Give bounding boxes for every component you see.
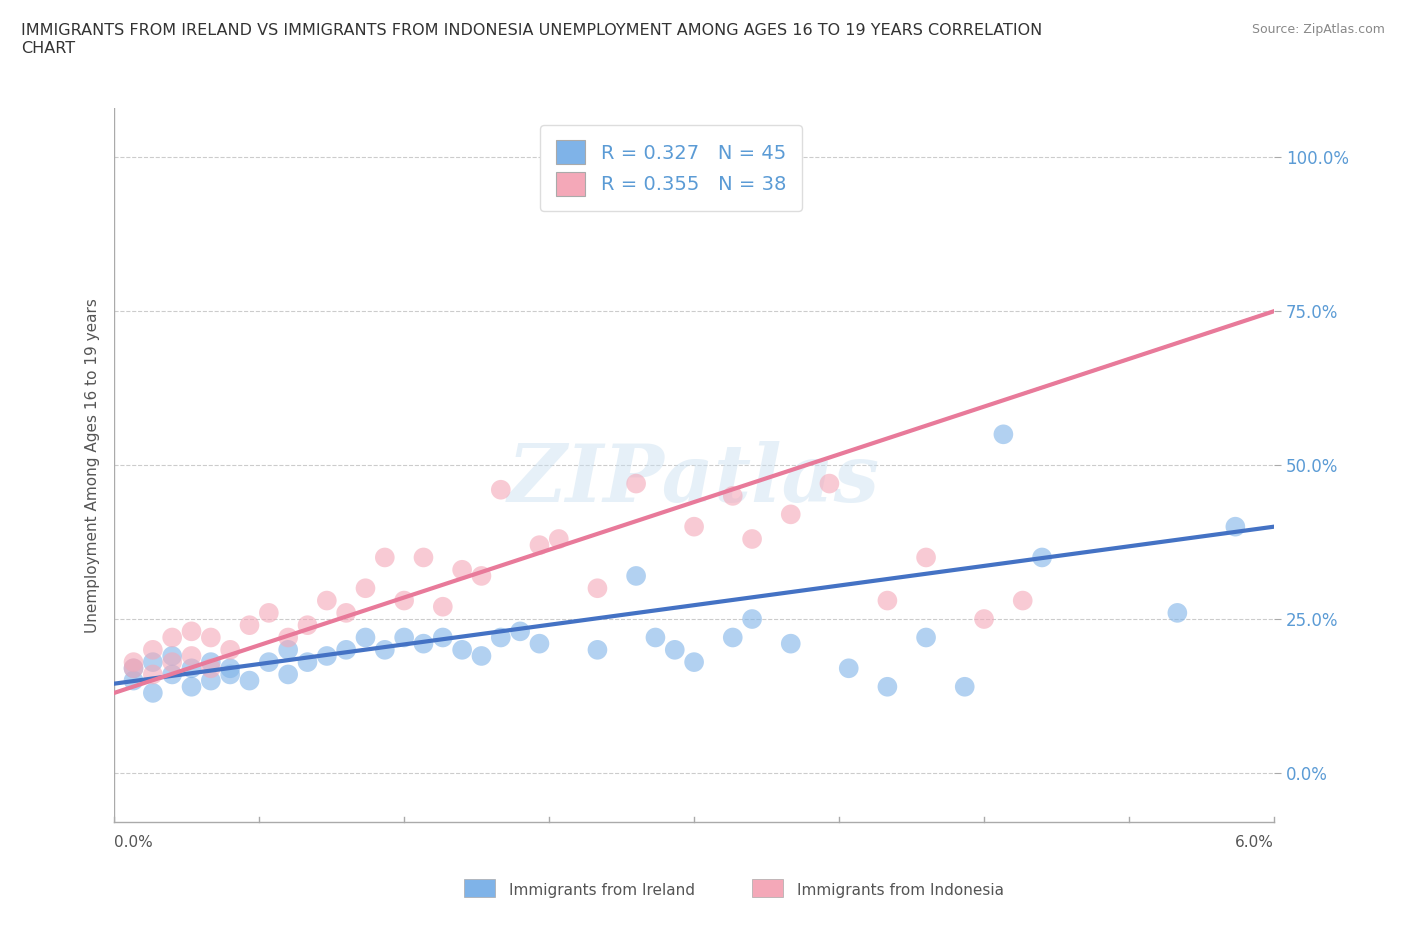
Point [160, 667, 183, 682]
Point [200, 661, 222, 676]
Point [721, 488, 744, 503]
Text: Immigrants from Indonesia: Immigrants from Indonesia [797, 883, 1004, 897]
Point [122, 661, 145, 676]
Point [586, 581, 609, 596]
Point [915, 630, 938, 644]
Point [180, 661, 202, 676]
Point [142, 685, 165, 700]
Point [876, 679, 898, 694]
Point [277, 643, 299, 658]
Point [354, 630, 377, 644]
Point [277, 667, 299, 682]
Point [973, 612, 995, 627]
Point [451, 643, 474, 658]
Point [277, 630, 299, 644]
Point [432, 599, 454, 614]
Point [838, 661, 860, 676]
Point [470, 648, 492, 663]
Point [354, 581, 377, 596]
Point [142, 667, 165, 682]
Point [180, 624, 202, 639]
Point [779, 507, 801, 522]
Point [624, 568, 647, 583]
Point [432, 630, 454, 644]
Point [509, 624, 531, 639]
Point [586, 643, 609, 658]
Point [219, 643, 242, 658]
Point [1011, 593, 1033, 608]
Text: ZIPatlas: ZIPatlas [508, 441, 880, 518]
Point [547, 532, 569, 547]
Legend: R = 0.327   N = 45, R = 0.355   N = 38: R = 0.327 N = 45, R = 0.355 N = 38 [540, 125, 801, 211]
Point [529, 636, 551, 651]
Point [779, 636, 801, 651]
Point [489, 483, 512, 498]
Point [315, 593, 337, 608]
Point [122, 673, 145, 688]
Point [219, 667, 242, 682]
Point [200, 673, 222, 688]
Point [374, 643, 396, 658]
Point [160, 655, 183, 670]
Point [335, 605, 357, 620]
Point [238, 673, 260, 688]
Point [683, 655, 706, 670]
Point [741, 612, 763, 627]
Point [257, 655, 280, 670]
Point [257, 605, 280, 620]
Point [219, 661, 242, 676]
Point [470, 568, 492, 583]
Point [122, 655, 145, 670]
Point [721, 630, 744, 644]
Point [412, 550, 434, 565]
Point [200, 655, 222, 670]
Point [1031, 550, 1053, 565]
Point [200, 630, 222, 644]
Point [664, 643, 686, 658]
Text: Immigrants from Ireland: Immigrants from Ireland [509, 883, 695, 897]
Point [297, 618, 319, 632]
Point [1166, 605, 1188, 620]
Point [180, 679, 202, 694]
Text: IMMIGRANTS FROM IRELAND VS IMMIGRANTS FROM INDONESIA UNEMPLOYMENT AMONG AGES 16 : IMMIGRANTS FROM IRELAND VS IMMIGRANTS FR… [21, 23, 1042, 56]
Point [142, 643, 165, 658]
Point [741, 532, 763, 547]
Point [529, 538, 551, 552]
Point [993, 427, 1015, 442]
Text: 0.0%: 0.0% [114, 835, 153, 850]
Point [392, 630, 415, 644]
Point [953, 679, 976, 694]
Point [392, 593, 415, 608]
Point [238, 618, 260, 632]
Text: Source: ZipAtlas.com: Source: ZipAtlas.com [1251, 23, 1385, 36]
Point [122, 661, 145, 676]
Point [160, 630, 183, 644]
Point [335, 643, 357, 658]
Point [818, 476, 841, 491]
Point [412, 636, 434, 651]
Point [142, 655, 165, 670]
Y-axis label: Unemployment Among Ages 16 to 19 years: Unemployment Among Ages 16 to 19 years [86, 298, 100, 632]
Point [624, 476, 647, 491]
Text: 6.0%: 6.0% [1234, 835, 1274, 850]
Point [683, 519, 706, 534]
Point [915, 550, 938, 565]
Point [315, 648, 337, 663]
Point [1225, 519, 1247, 534]
Point [180, 648, 202, 663]
Point [644, 630, 666, 644]
Point [374, 550, 396, 565]
Point [876, 593, 898, 608]
Point [451, 563, 474, 578]
Point [489, 630, 512, 644]
Point [297, 655, 319, 670]
Point [160, 648, 183, 663]
